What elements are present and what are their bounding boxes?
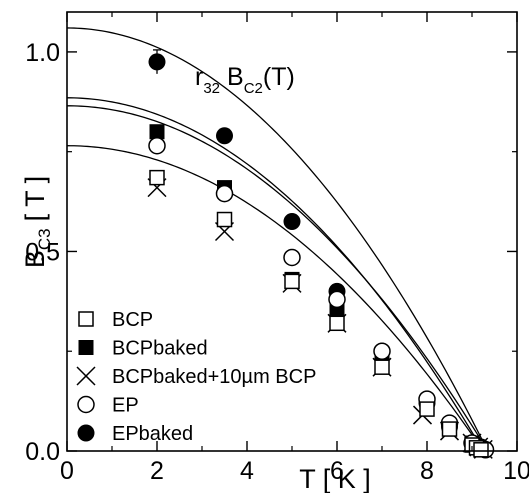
x-tick-label: 8	[420, 457, 434, 485]
point-open-circle-1	[215, 184, 234, 203]
y-tick-label: 1.0	[25, 39, 60, 67]
point-filled-circle-1	[216, 127, 233, 145]
annotation-b: B	[227, 63, 244, 91]
x-tick-label: 10	[503, 457, 529, 485]
legend-label: EP	[112, 395, 139, 417]
legend-label: EPbaked	[112, 423, 193, 445]
legend-marker-open-circle	[77, 395, 95, 414]
point-open-circle-3	[328, 290, 346, 309]
point-open-square-2	[284, 273, 300, 290]
legend-label: BCP	[112, 309, 153, 331]
legend-label: BCPbaked+10µm BCP	[112, 366, 316, 388]
annotation-r: r	[195, 63, 203, 91]
axes	[66, 11, 518, 452]
legend: BCP BCPbaked BCPbaked+10µm BCP EP EPbaked	[76, 309, 316, 445]
x-tick-label: 4	[240, 457, 254, 485]
legend-marker-cross	[76, 366, 96, 386]
point-filled-circle-0	[148, 53, 166, 71]
point-open-square-0	[149, 169, 165, 186]
fit-curves	[66, 27, 489, 452]
fit-curve-1	[66, 97, 484, 452]
annotation-arg: (T)	[263, 63, 295, 91]
y-tick-label: 0.5	[25, 238, 60, 266]
curve-annotation: r32 BC2(T)	[195, 63, 295, 97]
x-tick-label: 6	[330, 457, 344, 485]
point-open-square-9	[473, 442, 489, 458]
x-tick-label: 2	[150, 457, 164, 485]
annotation-b-sub: C2	[244, 80, 263, 97]
fit-curve-3	[66, 105, 489, 452]
point-filled-circle-2	[283, 213, 301, 231]
point-filled-square-0	[149, 124, 165, 140]
y-axis-label-main: B	[20, 250, 50, 268]
y-tick-label: 0.0	[25, 438, 60, 466]
y-axis-label-unit: [ T ]	[20, 176, 50, 222]
fit-curve-0	[66, 145, 484, 452]
point-open-circle-2	[283, 248, 301, 267]
x-tick-label: 0	[60, 457, 74, 485]
legend-marker-open-square	[78, 311, 94, 327]
data-points	[147, 49, 495, 459]
fit-curve-4	[66, 27, 489, 452]
x-axis-label: T [ K ]	[299, 464, 371, 493]
point-open-square-1	[216, 211, 233, 228]
point-open-square-4	[374, 359, 390, 375]
point-open-circle-4	[373, 342, 391, 360]
legend-marker-filled-square	[78, 340, 94, 355]
legend-label: BCPbaked	[112, 338, 208, 360]
y-axis-label-sub: C3	[35, 228, 54, 250]
point-open-square-5	[419, 401, 435, 417]
legend-marker-filled-circle	[77, 424, 95, 442]
tick-labels: 0 2 4 6 8 10 0.0 0.5 1.0	[25, 39, 529, 485]
point-open-square-6	[441, 421, 458, 437]
y-axis-label: BC3 [ T ]	[20, 176, 54, 268]
point-open-circle-0	[148, 136, 166, 155]
point-open-square-3	[329, 315, 345, 332]
annotation-r-sub: 32	[203, 80, 220, 97]
